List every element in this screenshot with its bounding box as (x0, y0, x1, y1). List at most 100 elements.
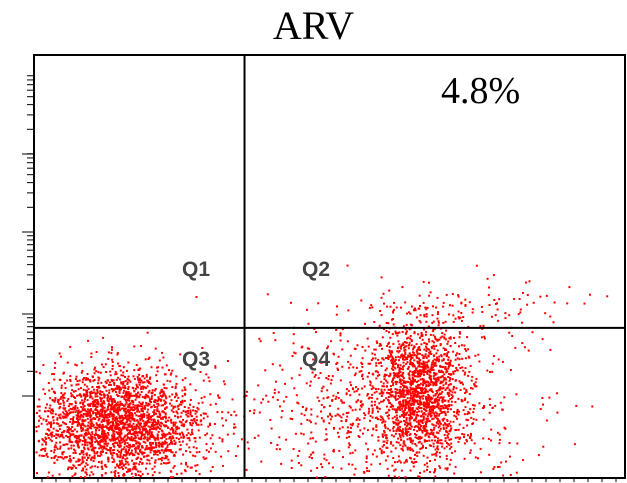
data-point (409, 393, 412, 395)
data-point (121, 404, 124, 406)
data-point (40, 449, 43, 452)
data-point (192, 454, 194, 457)
data-point (357, 423, 360, 426)
data-point (396, 391, 399, 394)
data-point (144, 441, 147, 444)
data-point (317, 377, 320, 380)
data-point (387, 354, 390, 357)
data-point (378, 402, 381, 405)
data-point (106, 444, 109, 447)
data-point (415, 316, 418, 319)
data-point (145, 467, 147, 470)
data-point (103, 419, 106, 422)
data-point (374, 370, 377, 373)
data-point (220, 455, 223, 458)
data-point (407, 414, 410, 417)
data-point (194, 389, 197, 392)
data-point (206, 415, 209, 418)
data-point (85, 462, 88, 465)
data-point (411, 411, 414, 414)
data-point (93, 426, 96, 429)
data-point (98, 461, 100, 464)
data-point (98, 443, 101, 446)
data-point (196, 464, 199, 467)
data-point (72, 390, 75, 393)
data-point (91, 422, 94, 425)
data-point (408, 437, 411, 440)
data-point (86, 403, 89, 406)
data-point (404, 405, 407, 408)
data-point (147, 425, 150, 428)
data-point (253, 409, 256, 412)
data-point (448, 423, 451, 425)
data-point (308, 456, 311, 459)
data-point (407, 428, 410, 431)
data-point (155, 437, 158, 440)
data-point (405, 331, 408, 334)
data-point (50, 421, 53, 424)
data-point (233, 423, 236, 426)
data-point (272, 332, 275, 334)
data-point (146, 385, 149, 388)
data-point (157, 436, 160, 439)
data-point (409, 323, 412, 326)
data-point (406, 391, 409, 394)
data-point (51, 412, 54, 415)
data-point (186, 437, 189, 440)
data-point (411, 379, 414, 382)
data-point (378, 373, 381, 376)
data-point (408, 311, 410, 314)
data-point (94, 432, 97, 435)
data-point (56, 401, 59, 404)
data-point (394, 394, 397, 397)
data-point (418, 364, 421, 367)
data-point (436, 437, 439, 440)
data-point (161, 351, 164, 354)
data-point (159, 391, 162, 394)
data-point (270, 427, 273, 430)
data-point (89, 394, 92, 397)
data-point (310, 421, 313, 424)
data-point (461, 433, 464, 435)
data-point (53, 400, 56, 403)
data-point (420, 388, 423, 391)
data-point (163, 402, 166, 405)
data-point (120, 451, 123, 454)
data-point (379, 415, 382, 418)
data-point (380, 380, 383, 383)
data-point (322, 385, 325, 388)
data-point (405, 389, 408, 392)
data-point (181, 389, 184, 392)
data-point (65, 423, 67, 426)
data-point (131, 412, 133, 415)
data-point (84, 398, 86, 401)
data-point (526, 303, 529, 306)
data-point (392, 425, 395, 428)
data-point (169, 470, 172, 473)
data-point (463, 413, 466, 416)
data-point (104, 386, 107, 389)
data-point (364, 414, 367, 417)
data-point (199, 414, 202, 417)
data-point (391, 390, 394, 393)
data-point (132, 394, 135, 397)
data-point (126, 432, 129, 435)
data-point (164, 415, 167, 418)
data-point (162, 356, 165, 359)
data-point (384, 374, 387, 377)
data-point (401, 355, 404, 358)
data-point (77, 421, 80, 424)
data-point (396, 417, 399, 419)
data-point (420, 403, 423, 405)
data-point (425, 430, 428, 433)
data-point (74, 421, 77, 423)
data-point (315, 331, 317, 334)
data-point (144, 430, 147, 433)
data-point (418, 357, 420, 360)
data-point (150, 432, 153, 435)
data-point (417, 421, 420, 424)
data-point (347, 360, 350, 363)
data-point (386, 391, 388, 394)
data-point (310, 469, 313, 472)
data-point (121, 426, 124, 429)
